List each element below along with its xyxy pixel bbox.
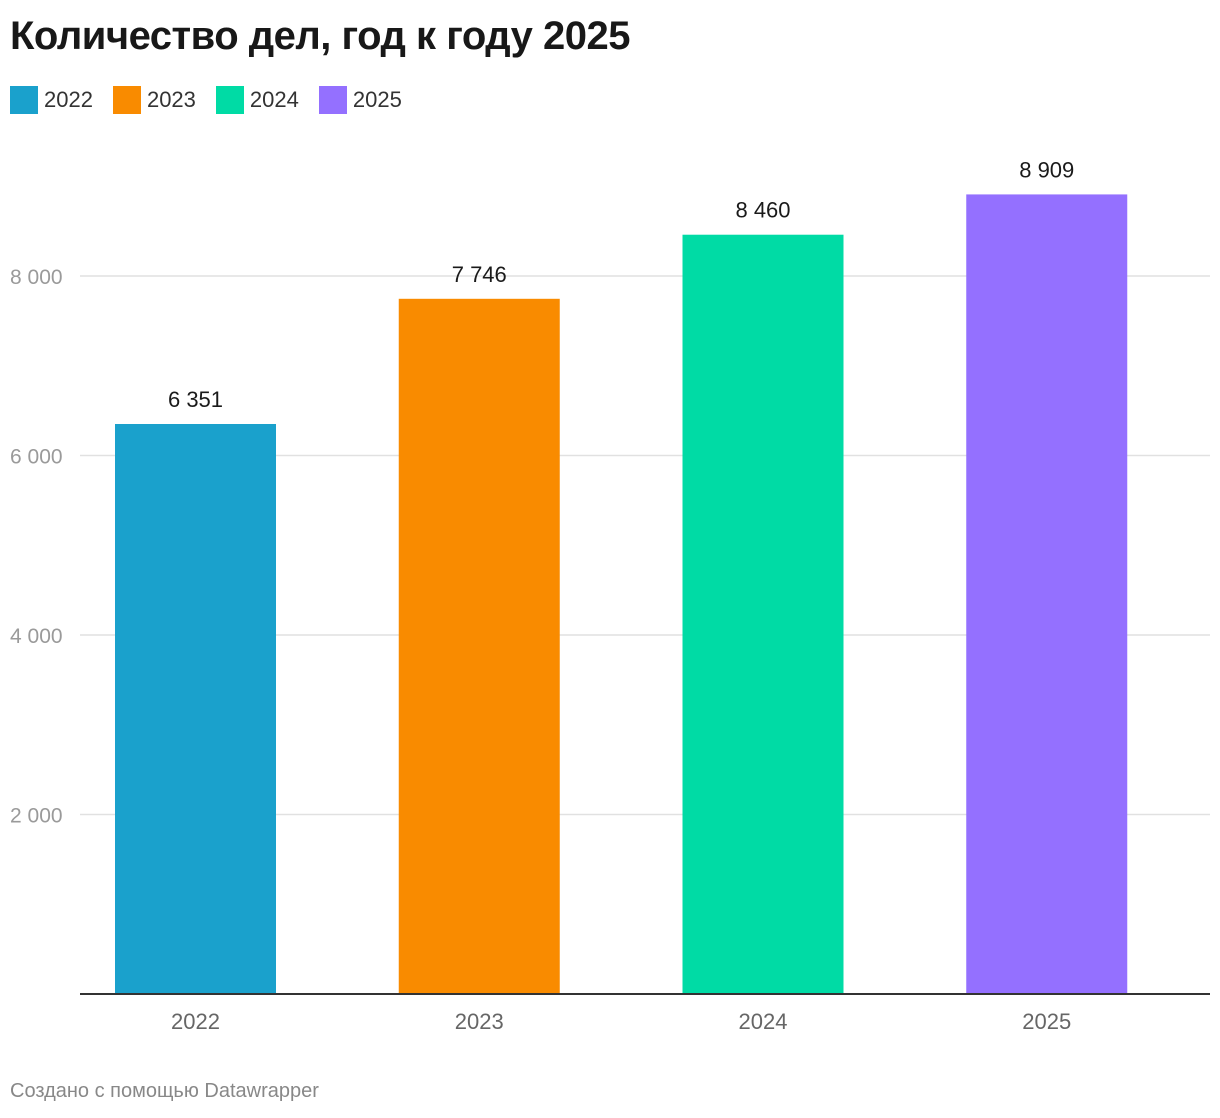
bar-value-label: 7 746 xyxy=(452,262,507,287)
chart-legend: 2022 2023 2024 2025 xyxy=(10,86,422,114)
legend-label-2024: 2024 xyxy=(249,87,299,112)
legend-swatch-2025 xyxy=(318,86,347,114)
bar-2023 xyxy=(398,298,560,994)
legend-label-2025: 2025 xyxy=(352,87,402,112)
bar-chart: 2 000 4 000 6 000 8 000 6 351 2022 7 746 2023 8 … xyxy=(10,157,1210,1034)
bar-2025 xyxy=(966,194,1128,995)
legend-swatch-2022 xyxy=(10,86,38,114)
x-tick-label: 2025 xyxy=(1022,1009,1071,1034)
legend-item-2023: 2023 xyxy=(112,86,196,114)
legend-item-2022: 2022 xyxy=(10,86,93,114)
bar-2022 xyxy=(115,423,276,994)
bar-value-label: 6 351 xyxy=(168,387,223,412)
bar-2024 xyxy=(682,234,844,995)
legend-swatch-2024 xyxy=(215,86,244,114)
x-tick-label: 2024 xyxy=(739,1009,788,1034)
chart-title: Количество дел, год к году 2025 xyxy=(10,14,630,58)
x-tick-label: 2023 xyxy=(455,1009,504,1034)
y-tick-label: 8 000 xyxy=(10,266,63,289)
legend-label-2023: 2023 xyxy=(146,87,196,112)
footer-credit: Создано с помощью Datawrapper xyxy=(10,1080,319,1102)
legend-item-2024: 2024 xyxy=(215,86,299,114)
y-tick-label: 2 000 xyxy=(10,805,63,828)
legend-item-2025: 2025 xyxy=(318,86,402,114)
x-tick-label: 2022 xyxy=(171,1009,220,1034)
legend-swatch-2023 xyxy=(112,86,141,114)
legend-label-2022: 2022 xyxy=(44,87,93,112)
y-tick-label: 4 000 xyxy=(10,625,63,648)
bar-value-label: 8 909 xyxy=(1019,157,1074,182)
y-tick-label: 6 000 xyxy=(10,446,63,469)
bar-value-label: 8 460 xyxy=(735,198,790,223)
